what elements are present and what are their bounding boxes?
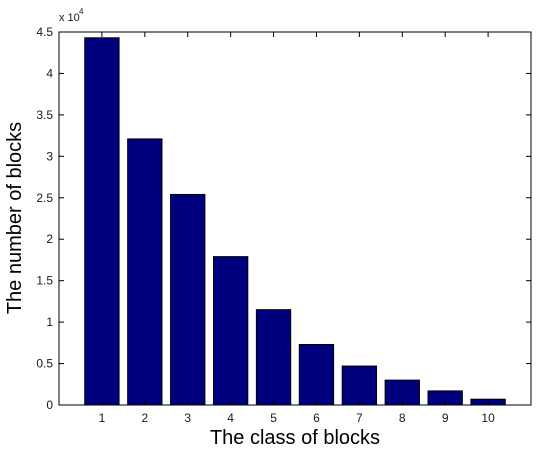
y-tick-label-4: 2 <box>46 232 53 246</box>
bar-class-3 <box>170 193 206 406</box>
x-axis-ticks: 1 2 3 4 5 6 7 8 9 10 <box>99 32 495 425</box>
y-tick-label-9: 4.5 <box>36 25 53 39</box>
y-axis-multiplier-base: x 10 <box>59 12 80 24</box>
y-tick-label-5: 2.5 <box>36 191 53 205</box>
y-axis-title: The number of blocks <box>4 122 26 314</box>
x-axis-title: The class of blocks <box>210 427 380 449</box>
bar-class-1 <box>84 37 120 406</box>
y-tick-label-1: 0.5 <box>36 357 53 371</box>
x-tick-label-2: 2 <box>141 411 148 425</box>
x-tick-label-5: 5 <box>270 411 277 425</box>
x-tick-label-3: 3 <box>184 411 191 425</box>
bar-class-2 <box>127 138 163 406</box>
x-tick-label-7: 7 <box>356 411 363 425</box>
plot-area-border <box>58 31 532 406</box>
y-axis-ticks: 0 0.5 1 1.5 2 2.5 3 3.5 4 4.5 <box>36 25 531 412</box>
y-tick-label-7: 3.5 <box>36 108 53 122</box>
x-tick-label-4: 4 <box>227 411 234 425</box>
bar-class-7 <box>341 365 378 406</box>
bars-group <box>84 37 506 406</box>
y-tick-label-8: 4 <box>46 66 53 80</box>
y-tick-label-0: 0 <box>46 398 53 412</box>
bar-class-4 <box>212 256 249 406</box>
x-tick-label-9: 9 <box>442 411 449 425</box>
x-tick-label-10: 10 <box>481 411 495 425</box>
x-tick-label-8: 8 <box>399 411 406 425</box>
x-tick-label-1: 1 <box>99 411 106 425</box>
y-tick-label-2: 1 <box>46 315 53 329</box>
bar-class-5 <box>255 309 292 406</box>
bar-class-6 <box>298 343 335 406</box>
x-tick-label-6: 6 <box>313 411 320 425</box>
y-tick-label-6: 3 <box>46 149 53 163</box>
y-axis-multiplier-exponent: 4 <box>79 7 84 16</box>
y-tick-label-3: 1.5 <box>36 274 53 288</box>
